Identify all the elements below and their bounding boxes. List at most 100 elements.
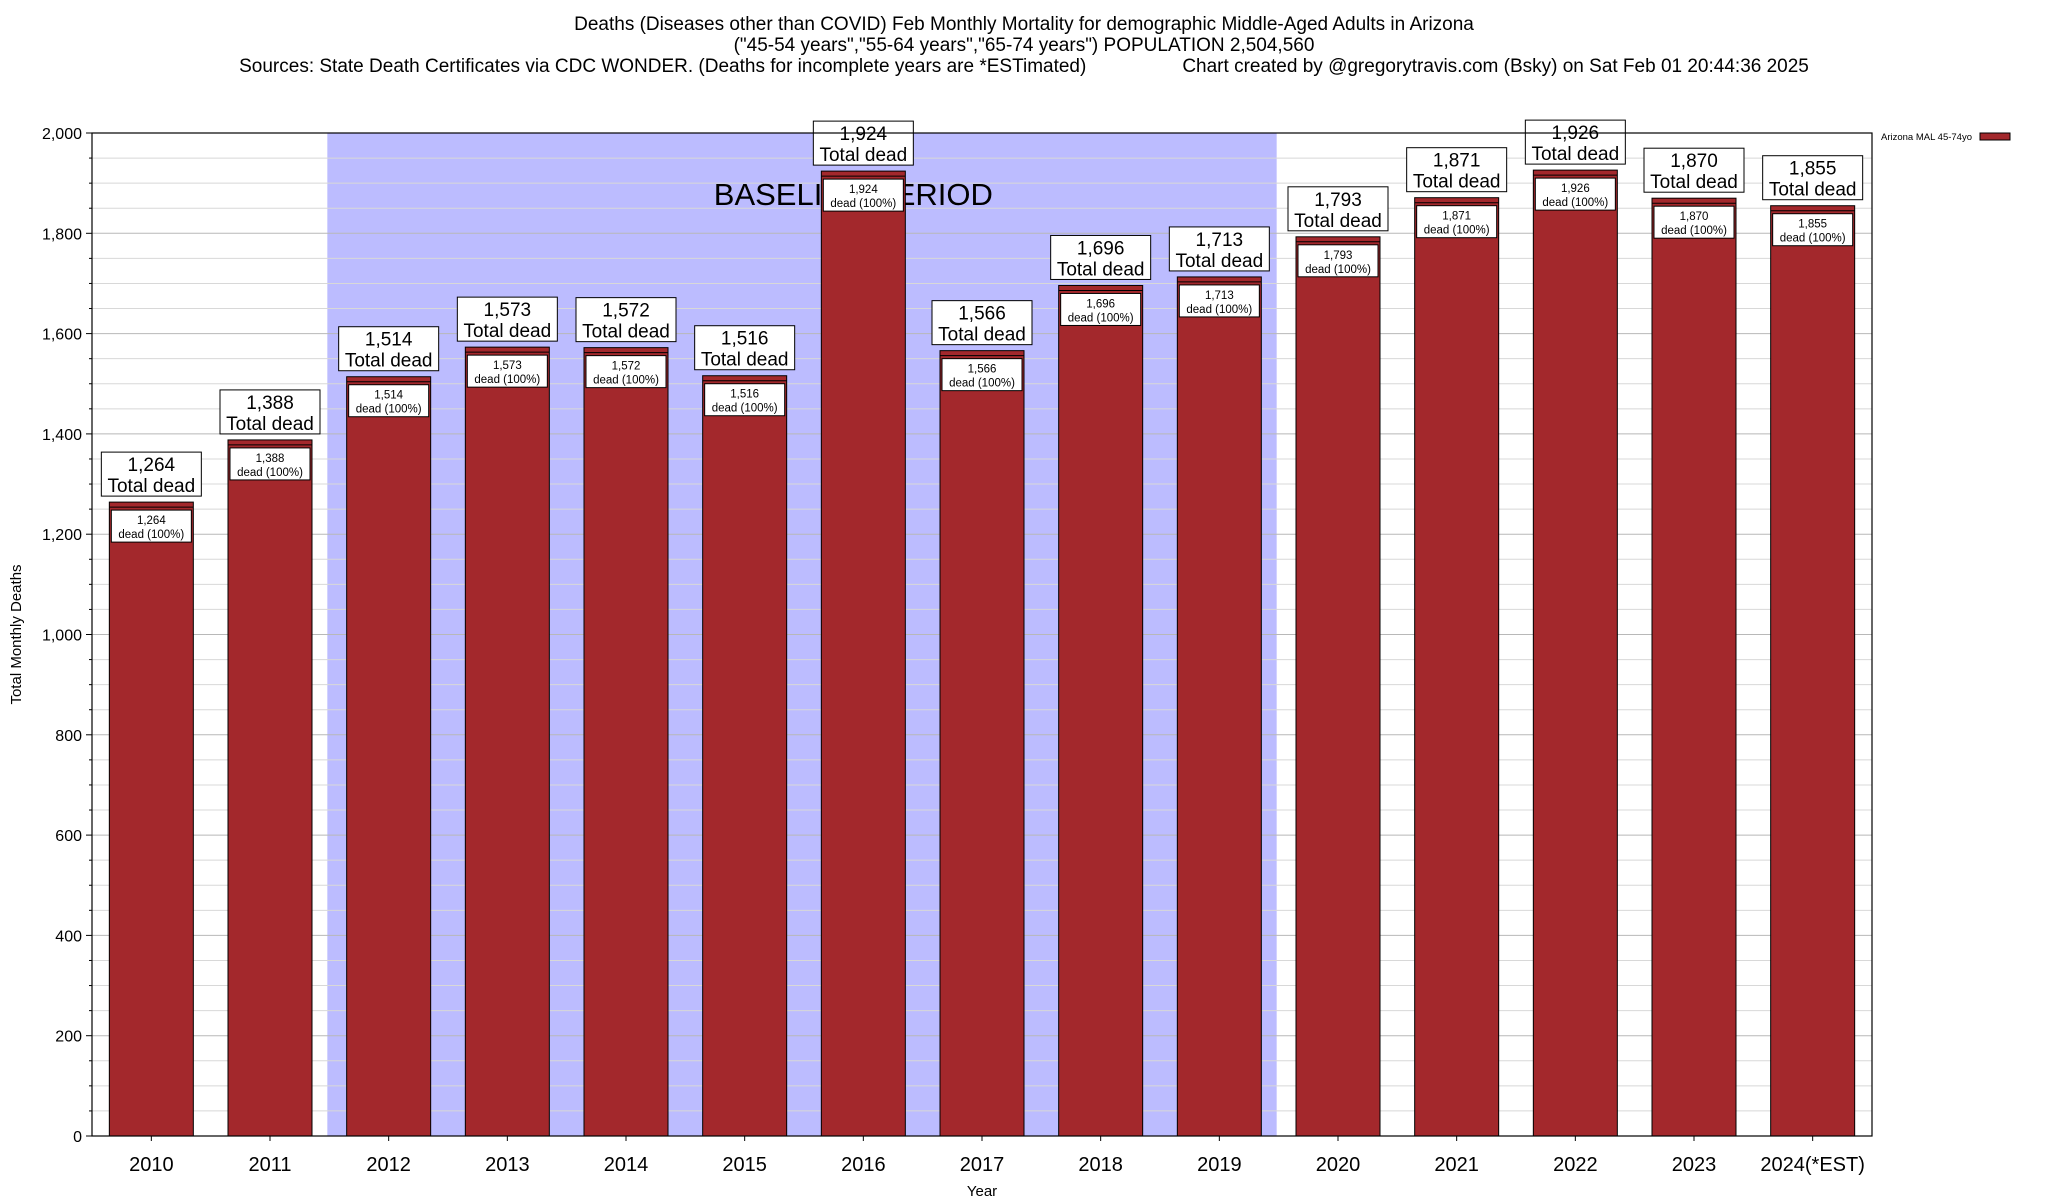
inner-label-box — [822, 178, 904, 212]
inner-label-value: 1,871 — [1442, 211, 1471, 223]
total-label-text: Total dead — [701, 350, 789, 371]
total-label-value: 1,516 — [721, 329, 769, 350]
legend-label: Arizona MAL 45-74yo — [1881, 132, 1972, 143]
y-tick-label: 1,600 — [42, 327, 82, 344]
inner-label-2011: 1,388 dead (100%) — [229, 447, 311, 481]
total-label-text: Total dead — [1531, 144, 1619, 165]
x-tick-label-2012: 2012 — [366, 1154, 411, 1176]
total-label-text: Total dead — [1175, 251, 1263, 272]
x-tick-label-2013: 2013 — [485, 1154, 530, 1176]
legend-swatch — [1979, 132, 2011, 141]
inner-label-2010: 1,264 dead (100%) — [110, 509, 192, 543]
inner-label-box — [1416, 205, 1498, 239]
x-tick-label-2024(*EST): 2024(*EST) — [1760, 1154, 1865, 1176]
x-tick-label-2022: 2022 — [1553, 1154, 1598, 1176]
y-tick-label: 400 — [55, 928, 82, 945]
total-label-value: 1,388 — [246, 393, 294, 414]
total-label-text: Total dead — [226, 414, 314, 435]
inner-label-value: 1,926 — [1561, 183, 1590, 195]
inner-label-value: 1,572 — [612, 361, 641, 373]
inner-label-pct: dead (100%) — [118, 529, 184, 541]
inner-label-2024(*EST): 1,855 dead (100%) — [1772, 213, 1854, 247]
inner-label-2022: 1,926 dead (100%) — [1534, 177, 1616, 211]
inner-label-value: 1,924 — [849, 184, 878, 196]
total-label-box — [1050, 234, 1152, 280]
total-label-text: Total dead — [1057, 259, 1145, 280]
total-label-text: Total dead — [582, 322, 670, 343]
total-label-box — [338, 326, 440, 372]
x-tick-label-2017: 2017 — [960, 1154, 1005, 1176]
total-label-value: 1,566 — [958, 304, 1006, 325]
bar-2018 — [1058, 284, 1144, 1137]
total-label-value: 1,924 — [840, 124, 888, 145]
total-label-box — [694, 325, 796, 371]
y-axis-label: Total Monthly Deaths — [8, 564, 25, 704]
bar-2014 — [583, 347, 669, 1137]
y-tick-label: 0 — [73, 1129, 82, 1146]
x-axis-label: Year — [967, 1183, 997, 1200]
inner-label-2013: 1,573 dead (100%) — [466, 354, 548, 388]
inner-label-value: 1,870 — [1680, 211, 1709, 223]
total-label-text: Total dead — [345, 351, 433, 372]
chart-credit: Chart created by @gregorytravis.com (Bsk… — [1182, 56, 1809, 77]
inner-label-pct: dead (100%) — [1424, 225, 1490, 237]
chart-title: Deaths (Diseases other than COVID) Feb M… — [574, 14, 1474, 35]
inner-label-value: 1,793 — [1324, 250, 1353, 262]
total-label-box — [100, 451, 202, 497]
chart-header: Deaths (Diseases other than COVID) Feb M… — [0, 14, 2048, 77]
inner-label-2018: 1,696 dead (100%) — [1060, 292, 1142, 326]
total-label-text: Total dead — [107, 476, 195, 497]
total-label-value: 1,871 — [1433, 151, 1481, 172]
inner-label-box — [110, 509, 192, 543]
inner-label-box — [1772, 213, 1854, 247]
bar-2023 — [1651, 197, 1737, 1137]
total-label-value: 1,870 — [1670, 151, 1718, 172]
inner-label-box — [229, 447, 311, 481]
inner-label-2019: 1,713 dead (100%) — [1178, 284, 1260, 318]
total-label-box — [931, 300, 1033, 346]
axes-layer: 0 200 400 600 800 1,000 1,200 1,400 1,600 1,800 2,… — [8, 126, 1873, 1200]
inner-label-2012: 1,514 dead (100%) — [348, 384, 430, 418]
inner-label-pct: dead (100%) — [1305, 264, 1371, 276]
inner-label-value: 1,696 — [1086, 298, 1115, 310]
inner-label-pct: dead (100%) — [356, 404, 422, 416]
inner-label-pct: dead (100%) — [1186, 304, 1252, 316]
total-label-text: Total dead — [1650, 172, 1738, 193]
total-label-text: Total dead — [463, 321, 551, 342]
inner-label-pct: dead (100%) — [1780, 233, 1846, 245]
total-label-value: 1,573 — [484, 300, 532, 321]
inner-label-box — [1178, 284, 1260, 318]
bar-2022 — [1532, 169, 1618, 1137]
inner-label-2014: 1,572 dead (100%) — [585, 355, 667, 389]
total-label-value: 1,713 — [1196, 230, 1244, 251]
inner-label-value: 1,855 — [1798, 219, 1827, 231]
total-label-box — [219, 389, 321, 435]
bar-2019 — [1176, 276, 1262, 1137]
total-label-value: 1,855 — [1789, 159, 1837, 180]
inner-label-pct: dead (100%) — [712, 403, 778, 415]
inner-label-pct: dead (100%) — [1542, 197, 1608, 209]
chart-sources-line: Sources: State Death Certificates via CD… — [0, 56, 2048, 77]
total-label-text: Total dead — [1769, 180, 1857, 201]
bar-2016 — [820, 170, 906, 1137]
total-label-text: Total dead — [1294, 211, 1382, 232]
inner-label-pct: dead (100%) — [1661, 225, 1727, 237]
inner-label-value: 1,713 — [1205, 290, 1234, 302]
bar-2024(*EST) — [1770, 205, 1856, 1137]
total-label-box — [1643, 147, 1745, 193]
total-label-box — [1762, 155, 1864, 201]
inner-label-box — [585, 355, 667, 389]
inner-label-box — [348, 384, 430, 418]
x-tick-label-2018: 2018 — [1078, 1154, 1123, 1176]
x-tick-label-2014: 2014 — [604, 1154, 649, 1176]
